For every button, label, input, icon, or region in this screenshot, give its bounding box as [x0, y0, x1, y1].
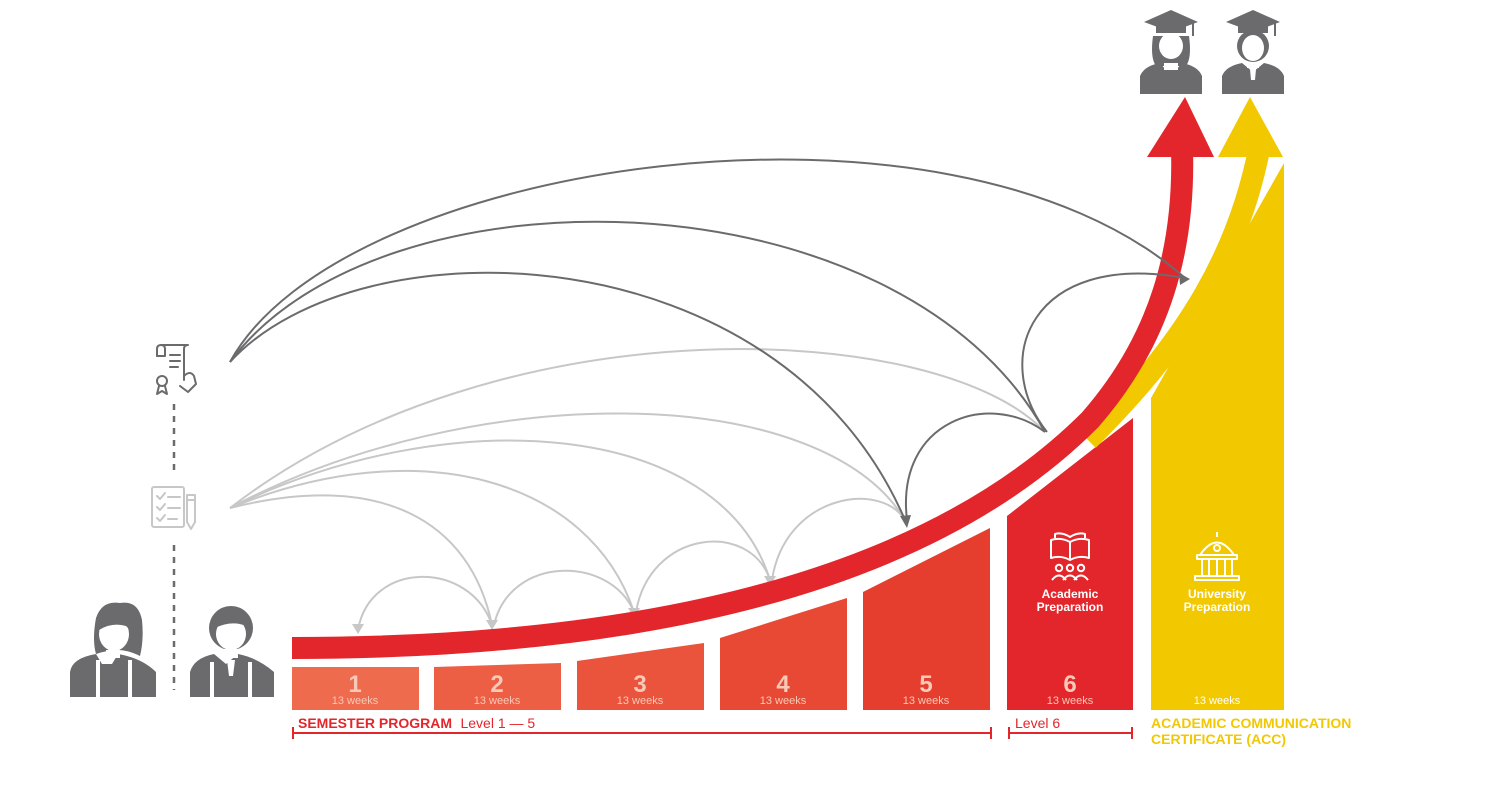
checklist-test-icon	[151, 486, 196, 530]
semester-program-levels: Level 1 — 5	[460, 715, 535, 731]
arc-level3-hop	[635, 540, 771, 613]
acc-caption-line1: ACADEMIC COMMUNICATION	[1151, 715, 1351, 731]
level-5-bar[interactable]	[863, 528, 990, 710]
level-3-bar[interactable]	[577, 643, 704, 710]
university-preparation-bar[interactable]	[1151, 163, 1284, 710]
test-arcs	[229, 348, 1046, 631]
arc-level2-hop	[493, 569, 635, 626]
red-growth-arrow	[291, 147, 1194, 659]
arc-test-to-level3	[229, 470, 635, 613]
arc-level4-hop	[771, 497, 906, 581]
arc-test-to-level4	[229, 439, 771, 581]
level-5-number: 5	[919, 671, 932, 698]
level-4-weeks: 13 weeks	[760, 695, 807, 707]
arc-test-to-level6	[229, 348, 1046, 509]
arc-cert-to-level5	[229, 271, 906, 521]
semester-program-label: SEMESTER PROGRAM	[298, 715, 452, 731]
student-icon	[190, 606, 274, 697]
semester-program-caption: SEMESTER PROGRAM Level 1 — 5	[298, 715, 535, 732]
arc-level6-to-acc	[1021, 272, 1186, 433]
academic-preparation-line1: Academic	[1042, 587, 1099, 601]
arc-test-to-level2	[229, 494, 493, 626]
level-4-number: 4	[776, 671, 790, 698]
level-1-number: 1	[348, 671, 361, 698]
academic-preparation-line2: Preparation	[1037, 600, 1104, 614]
level-6-weeks: 13 weeks	[1047, 695, 1094, 707]
graduate-icon	[1222, 10, 1284, 94]
acc-caption-line2: CERTIFICATE (ACC)	[1151, 731, 1286, 747]
level-1-bar[interactable]	[292, 667, 419, 710]
semester-bracket	[292, 727, 992, 739]
university-weeks: 13 weeks	[1194, 695, 1241, 707]
arc-test-to-level5	[229, 412, 906, 521]
graduate-icon	[1140, 10, 1202, 94]
arc-cert-to-level6	[229, 220, 1046, 433]
arc-level5-to-level6	[904, 412, 1046, 521]
yellow-growth-arrow	[1080, 142, 1271, 448]
level-3-weeks: 13 weeks	[617, 695, 664, 707]
certificate-icon	[156, 344, 197, 395]
red-arrowhead	[1147, 97, 1214, 157]
level-labels: 1 13 weeks 2 13 weeks 3 13 weeks 4 13 we…	[332, 671, 1241, 707]
yellow-arrowhead	[1218, 97, 1283, 157]
level-3-number: 3	[633, 671, 646, 698]
level-6-number: 6	[1063, 671, 1076, 698]
arc-cert-to-acc	[229, 158, 1186, 363]
level-2-number: 2	[490, 671, 503, 698]
arc-level1-hop	[357, 575, 493, 631]
level-1-weeks: 13 weeks	[332, 695, 379, 707]
level6-bracket	[1008, 727, 1133, 739]
level6-caption: Level 6	[1015, 715, 1060, 731]
book-people-icon	[1050, 532, 1090, 581]
level-4-bar[interactable]	[720, 598, 847, 710]
level-2-bar[interactable]	[434, 663, 561, 710]
university-preparation-line2: Preparation	[1184, 600, 1251, 614]
university-preparation-line1: University	[1188, 587, 1246, 601]
student-icon	[70, 602, 156, 697]
level-bars	[292, 163, 1284, 710]
certificate-arrowheads	[900, 273, 1190, 528]
certificate-arcs	[229, 158, 1186, 521]
level-2-weeks: 13 weeks	[474, 695, 521, 707]
university-building-icon	[1194, 532, 1240, 581]
level-5-weeks: 13 weeks	[903, 695, 950, 707]
